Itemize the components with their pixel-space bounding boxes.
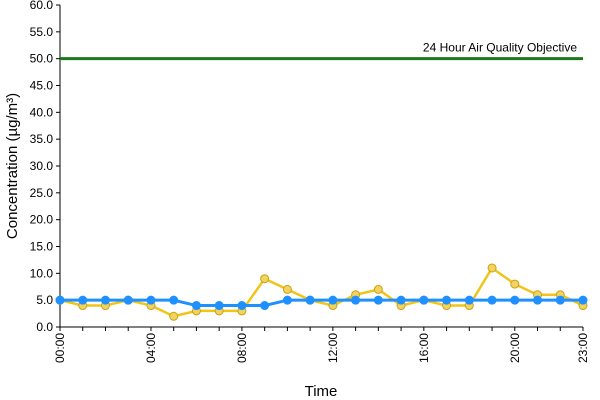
series-2-point — [419, 295, 429, 305]
series-2-point — [510, 295, 520, 305]
y-tick-label: 30.0 — [30, 159, 54, 173]
series-1-line — [59, 266, 584, 318]
y-axis: 0.0 5.0 10.0 15.0 20.0 25.0 30.0 35.0 40.0 45.0 50… — [30, 0, 61, 334]
x-tick-label: 20:00 — [508, 333, 522, 363]
series-1-point — [282, 284, 292, 294]
x-tick-label: 23:00 — [576, 333, 590, 363]
series-2-point — [55, 295, 65, 305]
y-tick-label: 60.0 — [30, 0, 54, 12]
air-quality-objective-label: 24 Hour Air Quality Objective — [423, 41, 577, 55]
x-axis: 00:00 04:00 08:00 12:00 16:00 20:00 23:00 — [53, 326, 590, 363]
series-2-point — [282, 295, 292, 305]
reference-line-group: 24 Hour Air Quality Objective — [60, 41, 583, 61]
y-tick-label: 0.0 — [36, 320, 53, 334]
series-2-point — [214, 301, 224, 311]
series-1-point — [510, 279, 520, 289]
y-tick-label: 50.0 — [30, 52, 54, 66]
x-tick-label: 08:00 — [235, 333, 249, 363]
series-2-point — [260, 301, 270, 311]
x-tick-label: 12:00 — [326, 333, 340, 363]
series-1-point — [169, 311, 179, 321]
y-tick-label: 55.0 — [30, 25, 54, 39]
series-2-point — [123, 295, 133, 305]
series-2-point — [328, 295, 338, 305]
x-tick-label: 16:00 — [417, 333, 431, 363]
series-2-point — [373, 295, 383, 305]
series-1-point — [260, 274, 270, 284]
y-tick-label: 15.0 — [30, 240, 54, 254]
series-2-point — [169, 295, 179, 305]
series-2-point — [146, 295, 156, 305]
series-2-point — [191, 301, 201, 311]
series-1-point — [487, 263, 497, 273]
series-2-point — [78, 295, 88, 305]
series-1 — [55, 263, 588, 321]
series-2-point — [351, 295, 361, 305]
series-2-point — [555, 295, 565, 305]
x-tick-label: 04:00 — [144, 333, 158, 363]
series-2-point — [100, 295, 110, 305]
y-tick-label: 20.0 — [30, 213, 54, 227]
series-2-point — [396, 295, 406, 305]
x-axis-title: Time — [305, 383, 338, 400]
y-tick-label: 25.0 — [30, 186, 54, 200]
y-tick-label: 35.0 — [30, 132, 54, 146]
y-tick-label: 45.0 — [30, 79, 54, 93]
y-tick-label: 40.0 — [30, 105, 54, 119]
series-2-point — [442, 295, 452, 305]
y-tick-label: 5.0 — [36, 293, 53, 307]
series-2-point — [237, 301, 247, 311]
series-2-point — [305, 295, 315, 305]
y-axis-title: Concentration (µg/m³) — [4, 93, 21, 239]
series-2 — [55, 295, 588, 311]
y-tick-label: 10.0 — [30, 266, 54, 280]
x-tick-label: 00:00 — [53, 333, 67, 363]
series-group — [55, 263, 588, 321]
series-1-point — [373, 284, 383, 294]
series-2-point — [464, 295, 474, 305]
series-2-point — [578, 295, 588, 305]
series-2-point — [487, 295, 497, 305]
series-2-point — [533, 295, 543, 305]
